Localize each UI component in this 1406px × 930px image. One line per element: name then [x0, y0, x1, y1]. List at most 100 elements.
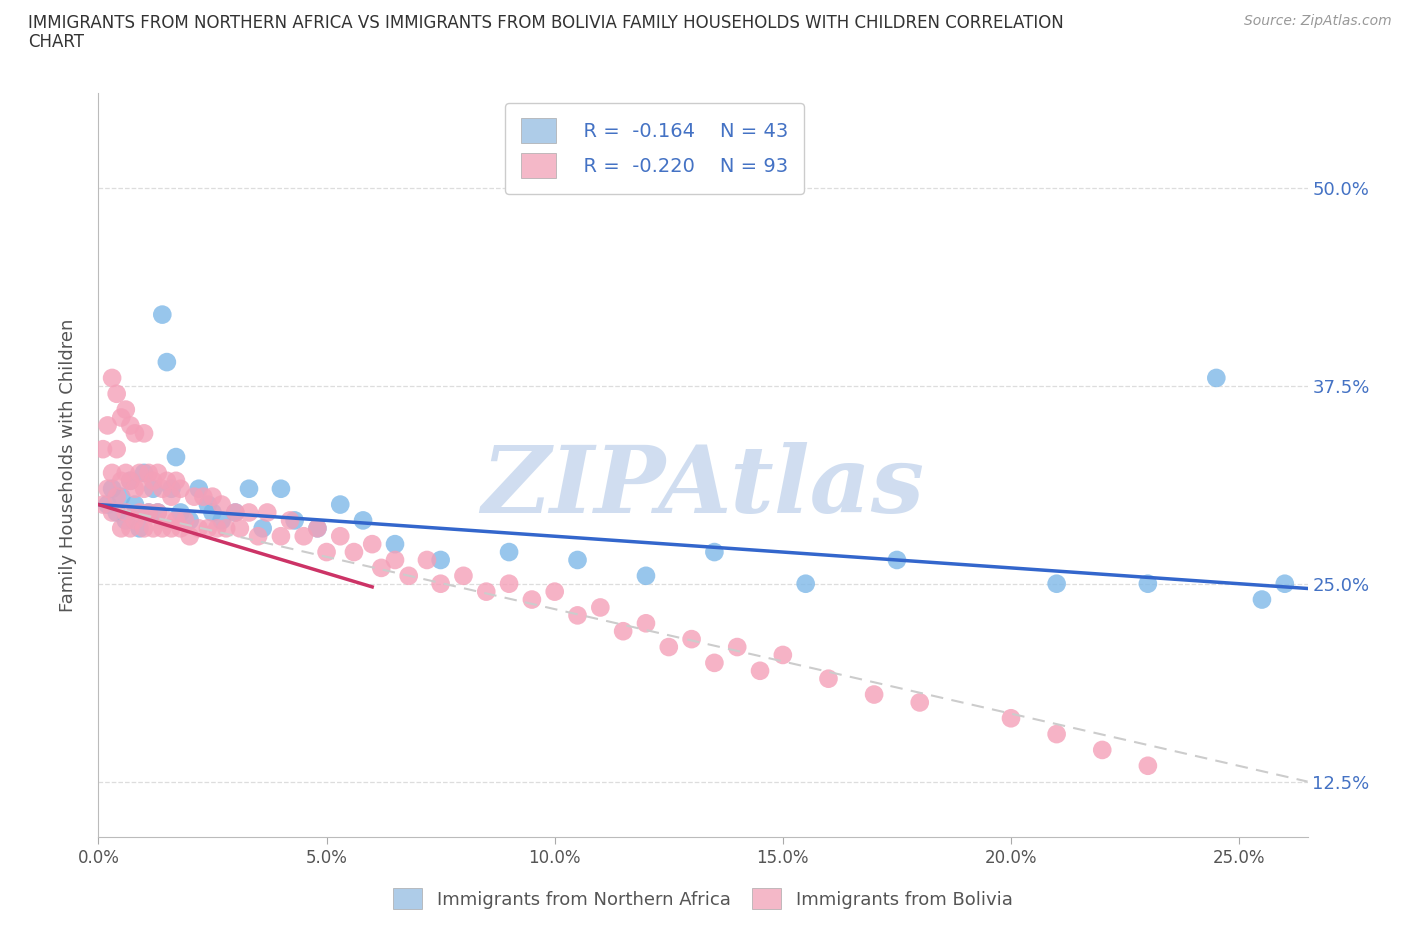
Point	[1136, 577, 1159, 591]
Point	[150, 521, 173, 536]
Point	[681, 631, 703, 646]
Point	[703, 545, 725, 560]
Point	[101, 505, 124, 520]
Point	[114, 466, 136, 481]
Point	[703, 656, 725, 671]
Point	[453, 568, 475, 583]
Point	[101, 482, 124, 497]
Point	[398, 568, 420, 583]
Point	[114, 513, 136, 528]
Point	[96, 482, 118, 497]
Point	[329, 529, 352, 544]
Point	[138, 466, 160, 481]
Text: ZIPAtlas: ZIPAtlas	[481, 443, 925, 532]
Point	[114, 505, 136, 520]
Point	[96, 498, 118, 512]
Point	[1205, 370, 1227, 385]
Point	[132, 482, 155, 497]
Point	[201, 489, 224, 504]
Point	[284, 513, 307, 528]
Point	[384, 552, 406, 567]
Point	[429, 552, 451, 567]
Point	[174, 513, 197, 528]
Point	[725, 640, 748, 655]
Point	[278, 513, 301, 528]
Point	[146, 466, 169, 481]
Point	[817, 671, 839, 686]
Point	[908, 695, 931, 710]
Point	[156, 513, 179, 528]
Point	[1274, 577, 1296, 591]
Point	[1091, 742, 1114, 757]
Point	[169, 505, 191, 520]
Point	[567, 608, 589, 623]
Point	[124, 513, 146, 528]
Point	[520, 592, 543, 607]
Point	[160, 489, 183, 504]
Point	[634, 616, 657, 631]
Point	[120, 473, 142, 488]
Point	[105, 386, 128, 401]
Point	[150, 307, 173, 322]
Point	[567, 552, 589, 567]
Point	[110, 521, 132, 536]
Point	[370, 561, 392, 576]
Point	[307, 521, 329, 536]
Point	[165, 449, 187, 464]
Point	[270, 529, 292, 544]
Point	[138, 505, 160, 520]
Point	[179, 529, 201, 544]
Point	[138, 505, 160, 520]
Point	[179, 513, 201, 528]
Point	[110, 473, 132, 488]
Point	[105, 442, 128, 457]
Point	[749, 663, 772, 678]
Point	[634, 568, 657, 583]
Point	[612, 624, 634, 639]
Point	[252, 521, 274, 536]
Point	[343, 545, 366, 560]
Point	[544, 584, 567, 599]
Point	[292, 529, 315, 544]
Point	[156, 473, 179, 488]
Point	[142, 473, 165, 488]
Point	[416, 552, 439, 567]
Point	[132, 521, 155, 536]
Point	[256, 505, 278, 520]
Point	[270, 482, 292, 497]
Point	[142, 521, 165, 536]
Point	[197, 498, 219, 512]
Point	[197, 521, 219, 536]
Text: Source: ZipAtlas.com: Source: ZipAtlas.com	[1244, 14, 1392, 28]
Point	[169, 521, 191, 536]
Point	[132, 426, 155, 441]
Point	[229, 521, 252, 536]
Legend:   R =  -0.164    N = 43,   R =  -0.220    N = 93: R = -0.164 N = 43, R = -0.220 N = 93	[505, 102, 804, 193]
Point	[150, 482, 173, 497]
Point	[1251, 592, 1274, 607]
Point	[211, 498, 233, 512]
Point	[1136, 758, 1159, 773]
Point	[361, 537, 384, 551]
Point	[120, 521, 142, 536]
Point	[165, 513, 187, 528]
Point	[101, 370, 124, 385]
Point	[429, 577, 451, 591]
Point	[91, 442, 114, 457]
Point	[1046, 577, 1069, 591]
Point	[128, 521, 150, 536]
Point	[110, 410, 132, 425]
Point	[224, 505, 246, 520]
Point	[384, 537, 406, 551]
Point	[124, 482, 146, 497]
Point	[498, 577, 520, 591]
Point	[165, 473, 187, 488]
Point	[498, 545, 520, 560]
Point	[352, 513, 374, 528]
Point	[211, 513, 233, 528]
Text: CHART: CHART	[28, 33, 84, 50]
Point	[238, 482, 260, 497]
Point	[146, 505, 169, 520]
Point	[205, 521, 228, 536]
Point	[886, 552, 908, 567]
